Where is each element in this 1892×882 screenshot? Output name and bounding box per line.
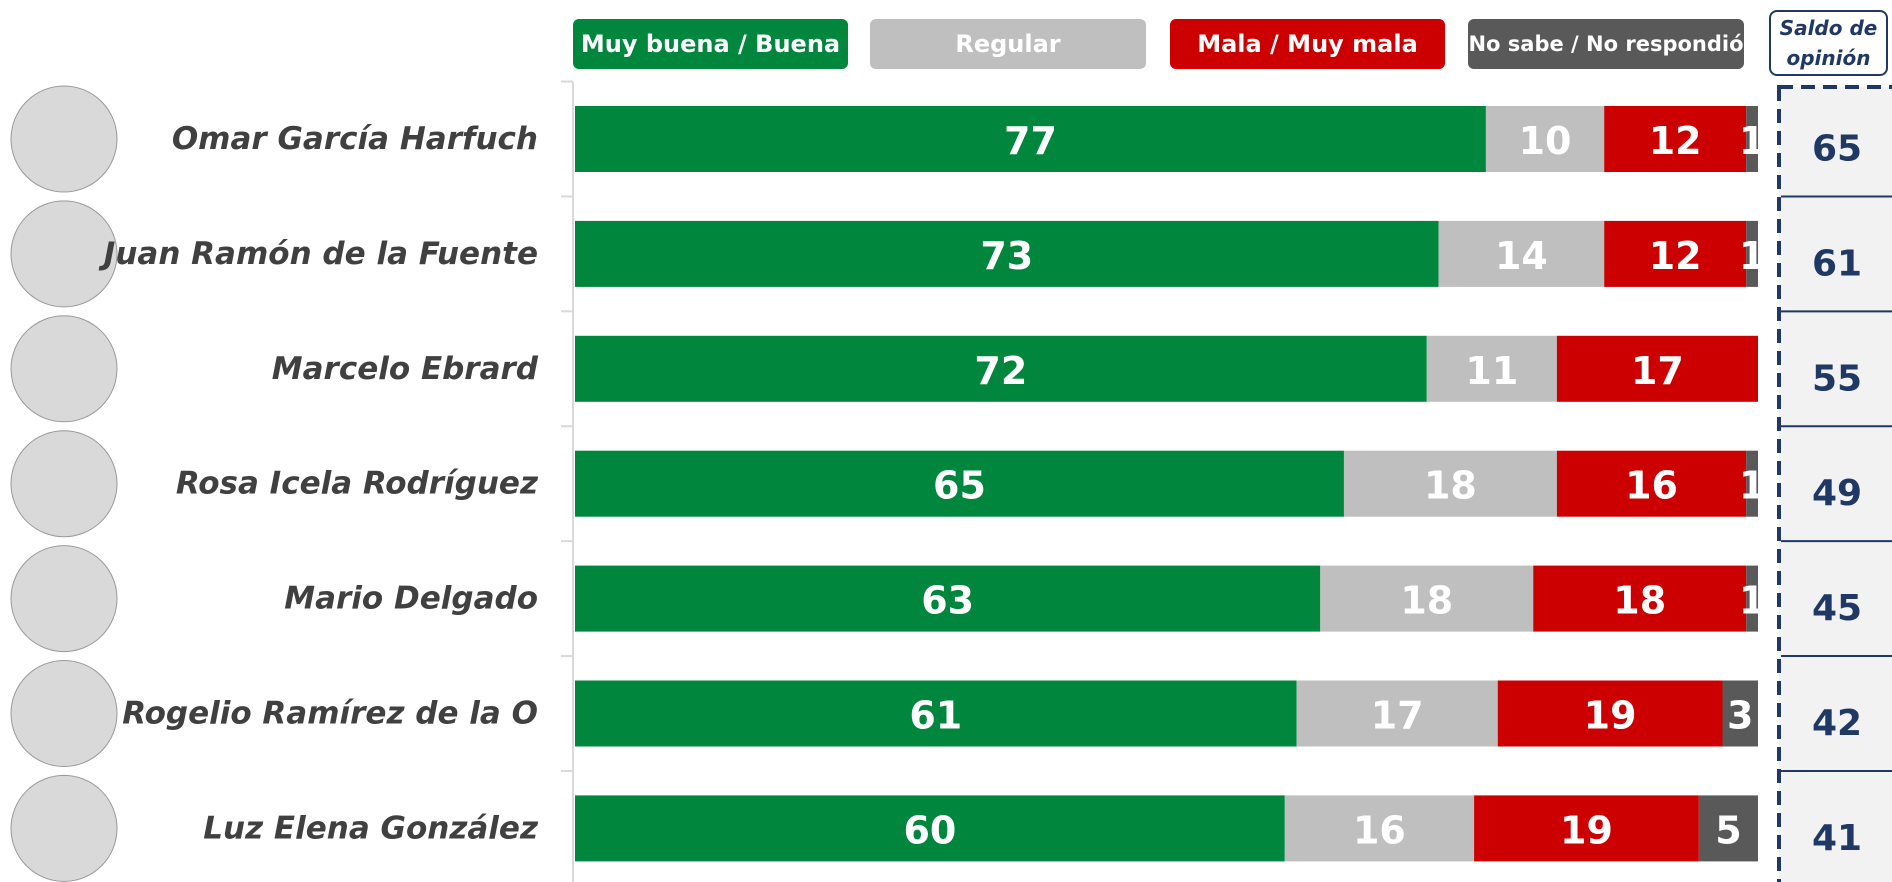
category-label: Rogelio Ramírez de la O bbox=[122, 696, 538, 732]
category-label: Luz Elena González bbox=[203, 810, 539, 846]
category-label: Marcelo Ebrard bbox=[272, 351, 539, 387]
value-label: 12 bbox=[1649, 234, 1702, 278]
value-label: 14 bbox=[1495, 234, 1548, 278]
value-label: 17 bbox=[1371, 694, 1424, 738]
value-label: 65 bbox=[933, 464, 986, 508]
legend-label: Regular bbox=[955, 30, 1060, 58]
category-label: Omar García Harfuch bbox=[172, 121, 538, 157]
value-label: 63 bbox=[921, 579, 974, 623]
value-label: 17 bbox=[1631, 349, 1684, 393]
saldo-value: 41 bbox=[1812, 818, 1862, 859]
value-label: 18 bbox=[1424, 464, 1477, 508]
value-label: 19 bbox=[1560, 808, 1613, 852]
saldo-title: Saldo de opinión bbox=[1769, 10, 1888, 76]
saldo-value: 65 bbox=[1812, 129, 1862, 170]
photo bbox=[11, 316, 117, 422]
category-label: Juan Ramón de la Fuente bbox=[98, 236, 538, 272]
value-label: 73 bbox=[980, 234, 1033, 278]
value-label: 60 bbox=[903, 808, 956, 852]
value-label: 11 bbox=[1465, 349, 1518, 393]
value-label: 18 bbox=[1400, 579, 1453, 623]
photo bbox=[11, 775, 117, 881]
value-label: 5 bbox=[1715, 808, 1741, 852]
value-label: 16 bbox=[1625, 464, 1678, 508]
photo bbox=[11, 431, 117, 537]
saldo-value: 55 bbox=[1812, 358, 1862, 399]
photo bbox=[11, 86, 117, 192]
value-label: 1 bbox=[1739, 234, 1765, 278]
photo bbox=[11, 661, 117, 767]
value-label: 16 bbox=[1353, 808, 1406, 852]
value-label: 18 bbox=[1613, 579, 1666, 623]
saldo-value: 49 bbox=[1812, 473, 1862, 514]
value-label: 77 bbox=[1004, 119, 1057, 163]
value-label: 19 bbox=[1584, 694, 1637, 738]
category-label: Mario Delgado bbox=[284, 581, 538, 617]
value-label: 12 bbox=[1649, 119, 1702, 163]
legend-label: Mala / Muy mala bbox=[1197, 30, 1418, 58]
chart: Muy buena / Buena Regular Mala / Muy mala N… bbox=[0, 0, 1892, 882]
legend-label: Muy buena / Buena bbox=[581, 30, 840, 58]
value-label: 10 bbox=[1519, 119, 1572, 163]
legend-label: No sabe / No respondió bbox=[1468, 32, 1743, 56]
saldo-value: 42 bbox=[1812, 703, 1862, 744]
value-label: 61 bbox=[909, 694, 962, 738]
value-label: 1 bbox=[1739, 579, 1765, 623]
value-label: 1 bbox=[1739, 119, 1765, 163]
category-label: Rosa Icela Rodríguez bbox=[176, 466, 539, 502]
page: Muy buena / Buena Regular Mala / Muy mala N… bbox=[0, 0, 1892, 882]
photo bbox=[11, 201, 117, 307]
value-label: 3 bbox=[1727, 694, 1753, 738]
saldo-value: 45 bbox=[1812, 588, 1862, 629]
value-label: 1 bbox=[1739, 464, 1765, 508]
value-label: 72 bbox=[974, 349, 1027, 393]
saldo-value: 61 bbox=[1812, 243, 1862, 284]
photo bbox=[11, 546, 117, 652]
